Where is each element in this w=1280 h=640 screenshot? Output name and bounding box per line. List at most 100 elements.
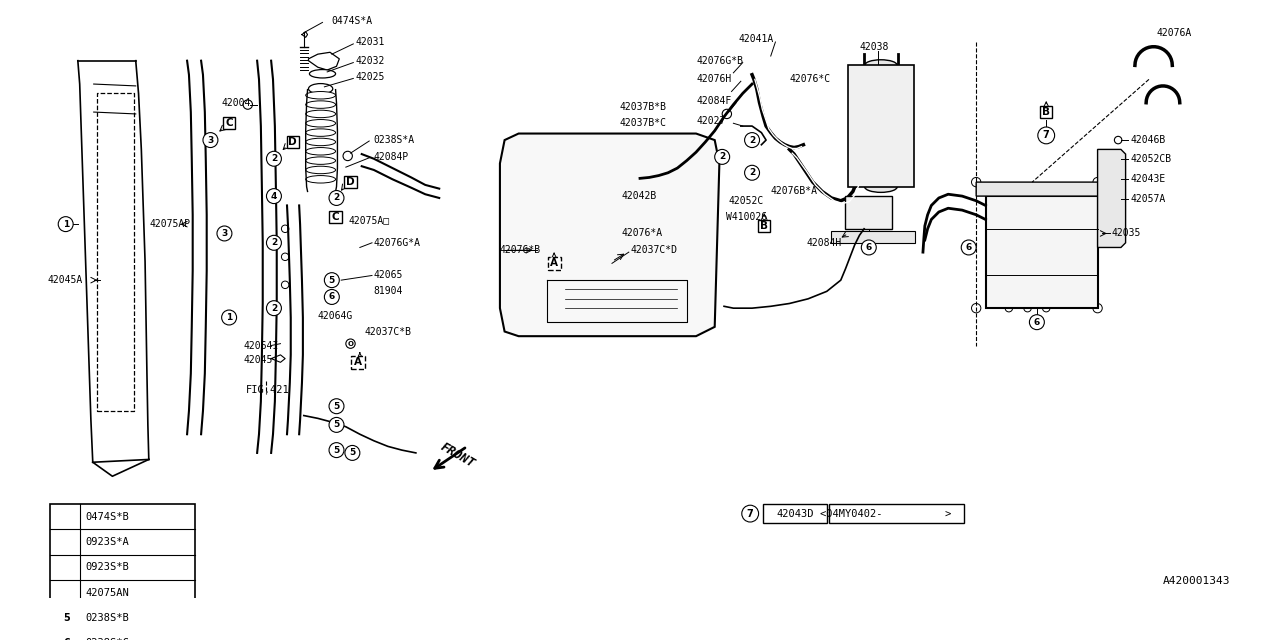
Circle shape [58, 634, 76, 640]
Circle shape [961, 240, 977, 255]
Text: 6: 6 [63, 638, 70, 640]
Circle shape [343, 151, 352, 161]
Text: 42043D: 42043D [776, 509, 814, 518]
FancyBboxPatch shape [344, 176, 357, 188]
Circle shape [58, 217, 73, 232]
Text: 42045A: 42045A [47, 275, 82, 285]
Circle shape [1093, 177, 1102, 187]
Text: 42076*C: 42076*C [790, 74, 831, 84]
Ellipse shape [306, 129, 335, 136]
Polygon shape [308, 52, 339, 70]
Circle shape [204, 132, 218, 148]
Text: 42076B*A: 42076B*A [771, 186, 818, 196]
Circle shape [266, 151, 282, 166]
Text: A: A [355, 357, 362, 367]
Text: B: B [760, 221, 768, 231]
Text: 6: 6 [865, 243, 872, 252]
Polygon shape [986, 196, 1097, 308]
Text: 42045: 42045 [243, 355, 273, 365]
Ellipse shape [306, 92, 335, 99]
Circle shape [549, 282, 582, 316]
Text: 7: 7 [746, 509, 754, 518]
Text: 5: 5 [333, 420, 339, 429]
Circle shape [58, 559, 76, 576]
Text: 5: 5 [333, 402, 339, 411]
Text: 42052CB: 42052CB [1130, 154, 1171, 164]
Ellipse shape [306, 138, 335, 146]
Text: 42075AP: 42075AP [150, 219, 191, 229]
Circle shape [58, 609, 76, 626]
Ellipse shape [306, 148, 335, 155]
Polygon shape [846, 196, 892, 228]
Circle shape [604, 148, 617, 161]
Circle shape [221, 310, 237, 325]
Text: 81904: 81904 [374, 286, 403, 296]
Circle shape [861, 209, 877, 224]
Text: 42075AN: 42075AN [86, 588, 129, 598]
Polygon shape [1097, 149, 1125, 248]
Text: 2: 2 [271, 303, 276, 313]
Text: 42076H: 42076H [696, 74, 731, 84]
FancyBboxPatch shape [548, 257, 561, 270]
Text: 3: 3 [63, 563, 70, 572]
Text: 42035: 42035 [1111, 228, 1140, 239]
Text: 1: 1 [63, 220, 69, 228]
Circle shape [972, 303, 980, 313]
Text: 4: 4 [63, 588, 70, 598]
Circle shape [742, 505, 759, 522]
Circle shape [243, 100, 252, 109]
Circle shape [550, 134, 562, 146]
Text: D: D [288, 137, 297, 147]
Circle shape [745, 132, 759, 148]
Circle shape [329, 417, 344, 433]
Circle shape [1114, 175, 1123, 184]
Ellipse shape [306, 157, 335, 164]
Text: 0238S*A: 0238S*A [374, 135, 415, 145]
Circle shape [1005, 305, 1012, 312]
Text: 0923S*A: 0923S*A [86, 537, 129, 547]
Circle shape [282, 253, 289, 260]
Text: O: O [347, 340, 353, 347]
Text: 42042B: 42042B [621, 191, 657, 201]
Ellipse shape [306, 166, 335, 173]
Circle shape [599, 143, 621, 165]
Text: 7: 7 [1043, 131, 1050, 140]
Text: 0474S*B: 0474S*B [86, 512, 129, 522]
Circle shape [58, 534, 76, 550]
Text: 42004: 42004 [221, 98, 251, 108]
Text: 2: 2 [271, 238, 276, 247]
Text: 42038: 42038 [859, 42, 888, 52]
Circle shape [722, 109, 731, 118]
Text: FIG.421: FIG.421 [246, 385, 289, 396]
Ellipse shape [308, 84, 333, 94]
Text: 4: 4 [271, 191, 278, 200]
Text: 3: 3 [221, 229, 228, 238]
Text: 42052C: 42052C [728, 196, 764, 206]
Circle shape [972, 177, 980, 187]
Circle shape [329, 191, 344, 205]
Text: 5: 5 [333, 445, 339, 454]
Text: 1: 1 [227, 313, 232, 322]
Text: W410026: W410026 [726, 212, 767, 221]
Text: 0238S*B: 0238S*B [86, 612, 129, 623]
Circle shape [282, 225, 289, 232]
Circle shape [649, 289, 668, 308]
Text: C: C [332, 212, 339, 221]
Text: 42064G: 42064G [317, 310, 353, 321]
Text: 42057A: 42057A [1130, 194, 1166, 204]
Text: 6: 6 [965, 243, 972, 252]
Circle shape [1029, 315, 1044, 330]
Text: 42084P: 42084P [374, 152, 410, 162]
Circle shape [1042, 305, 1050, 312]
Text: 42027: 42027 [696, 116, 726, 126]
Polygon shape [849, 65, 914, 187]
Circle shape [58, 508, 76, 525]
Text: 42076G*A: 42076G*A [374, 238, 421, 248]
Text: 42041A: 42041A [739, 34, 773, 44]
Circle shape [1024, 305, 1032, 312]
Circle shape [641, 282, 676, 316]
Text: 42037C*B: 42037C*B [365, 326, 411, 337]
FancyBboxPatch shape [287, 136, 298, 148]
FancyBboxPatch shape [352, 356, 365, 369]
FancyBboxPatch shape [758, 220, 771, 232]
